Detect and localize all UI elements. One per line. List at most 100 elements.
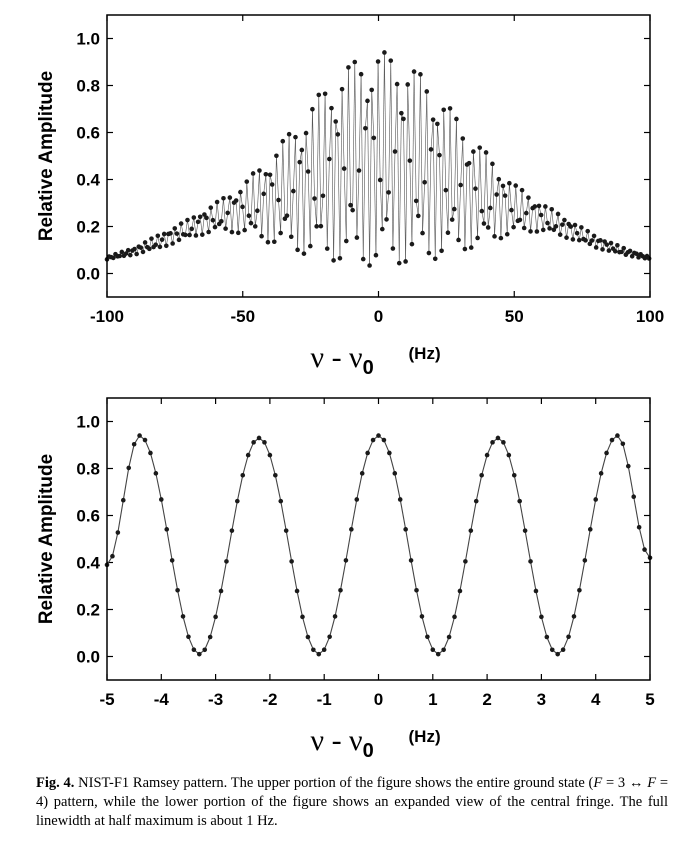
fringe-segment <box>418 74 421 216</box>
fringe-segment <box>487 207 491 228</box>
fringe-segment <box>193 217 197 236</box>
fringe-segment <box>447 108 451 233</box>
data-point <box>376 433 381 438</box>
fringe-segment <box>509 183 512 211</box>
fringe-segment <box>322 93 326 196</box>
data-point <box>164 527 170 532</box>
fringe-segment <box>441 109 445 251</box>
data-point <box>132 246 137 252</box>
data-point <box>519 187 525 193</box>
x-tick-label: -2 <box>262 690 277 709</box>
fringe-segment <box>329 108 332 160</box>
fringe-segment <box>314 198 317 227</box>
fringe-segment <box>485 152 489 228</box>
data-point <box>170 241 175 246</box>
fringe-segment <box>259 170 262 237</box>
fringe-segment <box>235 200 239 233</box>
data-point <box>538 212 544 218</box>
data-point <box>551 227 557 233</box>
fringe-segment <box>398 113 402 264</box>
fringe-segment <box>352 62 356 211</box>
fringe-segment <box>388 60 392 193</box>
data-point <box>255 208 260 214</box>
data-point <box>456 237 461 243</box>
upper-chart-ticks <box>106 15 651 297</box>
fringe-segment <box>267 174 271 243</box>
fringe-segment <box>182 616 189 637</box>
data-point <box>117 253 123 259</box>
x-tick-label: 2 <box>482 690 491 709</box>
data-point <box>265 239 271 245</box>
fringe-segment <box>426 91 430 254</box>
y-tick-label: 0.0 <box>76 648 100 667</box>
data-point <box>441 107 447 113</box>
fringe-segment <box>358 74 362 171</box>
data-point <box>191 215 197 220</box>
data-point <box>221 195 226 201</box>
fringe-segment <box>293 137 296 192</box>
data-point <box>473 498 479 504</box>
lower-chart-points <box>104 433 653 657</box>
data-point <box>390 246 396 251</box>
data-point <box>180 614 186 619</box>
upper-chart-x-axis-symbol: ν - ν <box>311 341 363 374</box>
fringe-segment <box>261 193 265 237</box>
data-point <box>532 204 538 209</box>
data-point <box>479 472 484 478</box>
data-point <box>286 131 292 137</box>
fringe-segment <box>278 200 281 234</box>
data-point <box>454 116 459 122</box>
data-point <box>168 231 173 236</box>
data-point <box>445 230 451 235</box>
data-point <box>322 91 328 97</box>
data-point <box>604 242 610 247</box>
data-point <box>335 132 341 137</box>
data-point <box>240 204 245 210</box>
fringe-segment <box>551 209 555 230</box>
data-point <box>208 205 214 210</box>
x-tick-label: -100 <box>90 307 124 326</box>
figure: -100 -50 0 50 100 0.00.20.40.60.81.0 Relativ… <box>36 14 664 762</box>
fringe-segment <box>589 499 597 530</box>
data-point <box>547 226 552 231</box>
fringe-segment <box>600 452 608 474</box>
fringe-segment <box>535 590 542 617</box>
data-point <box>272 239 277 245</box>
upper-chart-frame <box>106 14 651 298</box>
fringe-segment <box>481 454 488 476</box>
fringe-segment <box>456 118 459 240</box>
fringe-segment <box>247 442 255 456</box>
lower-chart-lines <box>106 435 651 655</box>
x-tick-label: -3 <box>208 690 223 709</box>
fringe-segment <box>468 163 472 248</box>
data-point <box>331 258 336 263</box>
fringe-segment <box>375 61 379 256</box>
data-point <box>251 440 256 445</box>
fringe-segment <box>394 84 398 152</box>
data-point <box>343 558 349 563</box>
fringe-segment <box>265 174 269 243</box>
data-point <box>583 238 588 243</box>
data-point <box>513 183 519 188</box>
fringe-segment <box>519 190 523 220</box>
data-point <box>475 235 480 241</box>
fringe-segment <box>187 219 190 236</box>
fringe-segment <box>206 217 209 233</box>
data-point <box>300 614 305 620</box>
data-point <box>236 230 241 236</box>
fringe-segment <box>415 200 419 216</box>
data-point <box>269 182 275 187</box>
fringe-segment <box>459 561 466 592</box>
data-point <box>218 588 224 594</box>
fringe-segment <box>244 181 248 231</box>
fringe-segment <box>526 197 529 214</box>
data-point <box>517 498 522 504</box>
fringe-segment <box>506 183 510 235</box>
data-point <box>612 248 618 254</box>
fringe-segment <box>540 214 544 230</box>
y-tick-label: 0.6 <box>76 507 100 526</box>
fringe-segment <box>470 501 477 531</box>
fringe-segment <box>274 475 282 502</box>
fringe-segment <box>324 93 328 249</box>
fringe-segment <box>513 185 517 228</box>
